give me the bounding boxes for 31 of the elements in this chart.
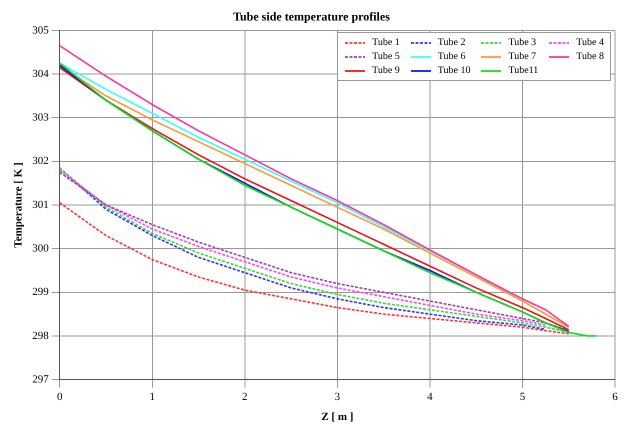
x-tick-label: 2 [242,391,248,404]
y-tick-label: 300 [32,242,50,255]
x-axis-title: Z [ m ] [321,411,354,424]
y-tick-label: 299 [32,286,50,298]
legend-label: Tube 9 [372,65,400,76]
chart-title: Tube side temperature profiles [233,9,390,24]
legend-label: Tube 1 [372,37,400,48]
x-tick-label: 3 [334,391,341,404]
x-tick-label: 5 [520,391,526,404]
legend-label: Tube 8 [576,51,604,62]
y-tick-label: 302 [32,155,49,168]
y-tick-label: 305 [32,24,50,36]
legend-label: Tube 3 [508,37,536,48]
legend-label: Tube 6 [438,51,466,62]
y-axis-title: Temperature [ K ] [12,162,24,248]
legend-label: Tube 4 [576,37,604,48]
legend-label: Tube 10 [438,65,470,76]
legend-label: Tube 7 [508,51,536,62]
legend-label: Tube 5 [372,51,400,62]
y-tick-label: 301 [32,198,49,211]
x-tick-label: 1 [150,391,155,404]
x-tick-label: 0 [56,391,63,404]
legend-label: Tube11 [508,65,538,76]
y-tick-label: 298 [32,330,50,342]
x-tick-label: 4 [427,391,434,404]
legend-label: Tube 2 [438,37,466,48]
y-tick-label: 304 [32,68,50,80]
line-series [60,202,570,335]
y-tick-label: 297 [32,373,50,386]
y-tick-label: 303 [32,112,50,124]
x-tick-label: 6 [612,391,618,404]
